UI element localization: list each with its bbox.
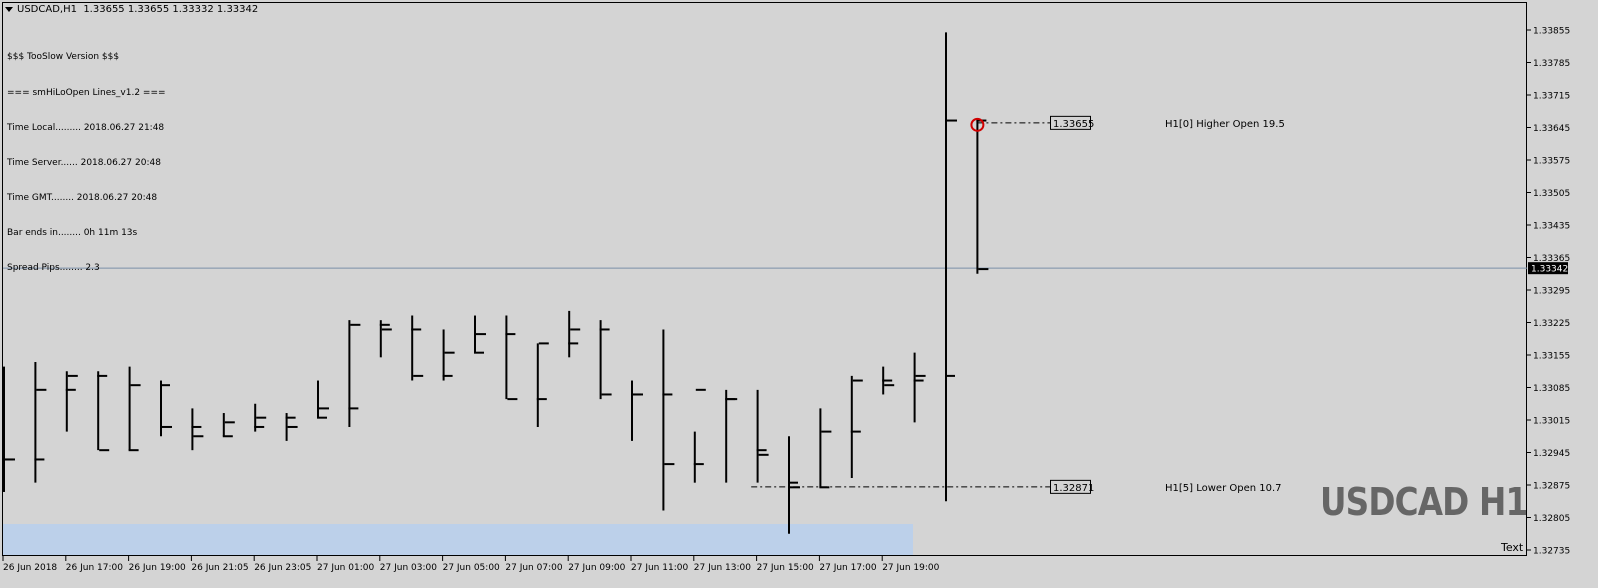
ohlc-values: 1.33655 1.33655 1.33332 1.33342 [83,4,259,15]
ohlc-bar [379,320,392,358]
x-tick-label: 27 Jun 09:00 [568,563,625,573]
y-tick-label: 1.33505 [1533,189,1570,199]
y-tick-label: 1.33365 [1533,254,1570,264]
ohlc-bar [65,371,78,432]
x-tick-label: 27 Jun 05:00 [443,563,500,573]
indicator-info-panel: $$$ TooSlow Version $$$ === smHiLoOpen L… [7,29,166,286]
price-axis[interactable]: 1.33855 1.33785 1.33715 1.33645 1.33575 1.335… [1527,27,1570,557]
ohlc-bar [568,310,581,358]
x-tick-label: 26 Jun 19:00 [129,563,186,573]
x-tick-label: 27 Jun 17:00 [819,563,876,573]
ohlc-bar [442,329,455,381]
open-marker-icon [970,117,985,132]
ohlc-bar [34,361,47,483]
level-price-label: 1.32871 [1053,483,1094,494]
info-line: Spread Pips........ 2.3 [7,263,100,274]
ohlc-bar [662,329,675,511]
x-tick-label: 27 Jun 15:00 [757,563,814,573]
x-tick-label: 27 Jun 01:00 [317,563,374,573]
ohlc-bar [191,408,204,451]
ohlc-bar [317,380,329,419]
x-tick-label: 27 Jun 03:00 [380,563,437,573]
ohlc-bar [254,403,267,432]
ohlc-bar [599,320,612,400]
ohlc-bar [128,366,141,452]
level-description: H1[5] Lower Open 10.7 [1165,483,1282,494]
bid-price-label: 1.33342 [1531,265,1568,275]
y-tick-label: 1.33645 [1533,124,1570,134]
level-price-box [1050,479,1091,494]
y-tick-label: 1.32735 [1533,547,1570,557]
level-price-box [1050,115,1091,130]
ohlc-bar [222,413,235,438]
y-tick-label: 1.33575 [1533,157,1570,167]
open-levels: 1.33655 H1[0] Higher Open 19.5 1.32871 H1[5… [751,115,1285,494]
x-tick-label: 27 Jun 11:00 [631,563,688,573]
ohlc-bar [160,380,172,437]
ohlc-bar [348,320,361,427]
y-tick-label: 1.33225 [1533,319,1570,329]
ohlc-bar [756,389,769,483]
y-tick-label: 1.33855 [1533,27,1570,37]
ohlc-bar [631,380,643,441]
ohlc-bar [536,342,549,427]
dropdown-triangle-icon[interactable] [5,6,13,12]
info-line: Bar ends in........ 0h 11m 13s [7,227,138,238]
ohlc-bar [913,352,926,423]
y-tick-label: 1.33785 [1533,59,1570,69]
y-tick-label: 1.33015 [1533,417,1570,427]
plot-area [2,2,1527,556]
y-tick-label: 1.32875 [1533,482,1570,492]
info-line: Time Server...... 2018.06.27 20:48 [7,157,161,168]
x-tick-label: 26 Jun 23:05 [254,563,311,573]
ohlc-bar [474,315,486,354]
info-line: === smHiLoOpen Lines_v1.2 === [7,87,166,98]
ohlc-bar [882,366,895,395]
ohlc-bar [693,388,706,483]
y-tick-label: 1.32805 [1533,514,1570,524]
text-object[interactable]: Text [1501,541,1524,554]
info-line: $$$ TooSlow Version $$$ [7,52,120,63]
info-line: Time Local......... 2018.06.27 21:48 [7,122,165,133]
level-description: H1[0] Higher Open 19.5 [1165,119,1285,130]
ohlc-bar [725,389,738,483]
symbol-label: USDCAD,H1 [17,4,77,15]
y-tick-label: 1.33155 [1533,352,1570,362]
session-box [3,524,913,555]
ohlc-bar [285,413,298,441]
x-tick-label: 26 Jun 17:00 [66,563,123,573]
y-tick-label: 1.33715 [1533,92,1570,102]
x-tick-label: 27 Jun 19:00 [882,563,939,573]
chart-header: USDCAD,H1 1.33655 1.33655 1.33332 1.3334… [5,4,258,15]
x-tick-label: 26 Jun 2018 [3,563,57,573]
bid-price-tag [1528,262,1568,275]
y-tick-label: 1.33435 [1533,222,1570,232]
y-tick-label: 1.33295 [1533,287,1570,297]
x-tick-label: 26 Jun 21:05 [191,563,248,573]
ohlc-bar [411,315,424,381]
symbol-watermark: USDCAD H1 [1320,480,1528,524]
time-axis[interactable]: 26 Jun 2018 26 Jun 17:00 26 Jun 19:00 26 Ju… [2,556,940,573]
ohlc-bar [505,315,518,401]
x-tick-label: 27 Jun 07:00 [505,563,562,573]
y-tick-label: 1.32945 [1533,449,1570,459]
ohlc-bar [97,371,110,452]
price-bars [3,32,989,534]
y-tick-label: 1.33085 [1533,384,1570,394]
info-line: Time GMT........ 2018.06.27 20:48 [7,192,158,203]
x-tick-label: 27 Jun 13:00 [694,563,751,573]
ohlc-bar [850,375,863,479]
ohlc-bar [3,366,15,492]
ohlc-bar [945,32,957,502]
level-price-label: 1.33655 [1053,119,1094,130]
